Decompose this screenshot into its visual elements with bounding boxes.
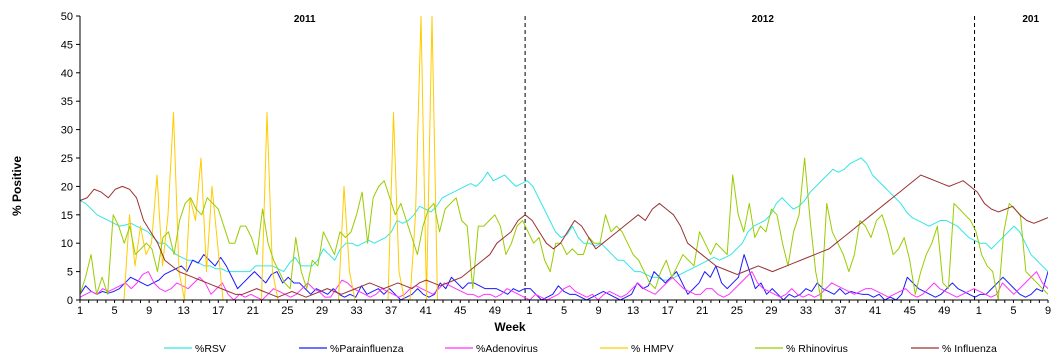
legend-label-0: %RSV: [195, 343, 226, 355]
year-label: 201: [1022, 14, 1039, 25]
plot-area: 2011 2012 201: [294, 14, 1039, 300]
series-line-1: [80, 254, 1048, 300]
y-tick-label: 0: [67, 295, 73, 307]
y-tick-label: 20: [61, 181, 73, 193]
x-tick-label: 9: [1045, 305, 1051, 317]
y-tick-label: 45: [61, 39, 73, 51]
x-tick-label: 41: [869, 305, 881, 317]
legend-label-1: %Parainfluenza: [330, 343, 404, 355]
x-tick-label: 13: [627, 305, 639, 317]
x-tick-label: 45: [904, 305, 916, 317]
x-tick-label: 1: [77, 305, 83, 317]
x-tick-label: 5: [561, 305, 567, 317]
x-tick-label: 37: [385, 305, 397, 317]
x-tick-label: 13: [178, 305, 190, 317]
x-tick-label: 17: [212, 305, 224, 317]
year-label: 2012: [752, 14, 775, 25]
legend-label-3: % HMPV: [631, 343, 674, 355]
y-axis-title: % Positive: [10, 156, 24, 216]
y-tick-label: 30: [61, 125, 73, 137]
x-tick-label: 49: [489, 305, 501, 317]
legend-label-4: % Rhinovirus: [786, 343, 848, 355]
y-tick-label: 10: [61, 238, 73, 250]
x-axis-title: Week: [494, 320, 525, 334]
x-tick-label: 1: [526, 305, 532, 317]
y-tick-label: 35: [61, 96, 73, 108]
y-tick-label: 15: [61, 210, 73, 222]
x-tick-label: 37: [834, 305, 846, 317]
x-tick-label: 5: [1010, 305, 1016, 317]
series-layer: [80, 16, 1048, 300]
x-tick-label: 9: [596, 305, 602, 317]
x-tick-label: 17: [662, 305, 674, 317]
x-tick-label: 49: [938, 305, 950, 317]
x-tick-label: 25: [281, 305, 293, 317]
x-tick-label: 9: [146, 305, 152, 317]
y-tick-label: 5: [67, 267, 73, 279]
series-line-3: [80, 16, 1048, 300]
legend: %RSV %Parainfluenza %Adenovirus % HMPV % Rhi…: [164, 343, 997, 355]
series-line-2: [80, 271, 1048, 300]
y-tick-label: 40: [61, 68, 73, 80]
x-tick-label: 29: [765, 305, 777, 317]
y-tick-label: 50: [61, 11, 73, 23]
x-tick-label: 5: [112, 305, 118, 317]
legend-label-5: % Influenza: [942, 343, 997, 355]
x-tick-label: 33: [800, 305, 812, 317]
series-line-0: [80, 157, 1048, 281]
x-tick-label: 29: [316, 305, 328, 317]
x-tick-label: 1: [976, 305, 982, 317]
x-tick-label: 45: [454, 305, 466, 317]
x-tick-label: 33: [350, 305, 362, 317]
x-tick-label: 21: [696, 305, 708, 317]
x-tick-label: 21: [247, 305, 259, 317]
x-tick-label: 25: [731, 305, 743, 317]
series-line-5: [80, 174, 1048, 298]
year-label: 2011: [294, 14, 316, 25]
y-tick-label: 25: [61, 153, 73, 165]
x-tick-label: 41: [420, 305, 432, 317]
legend-label-2: %Adenovirus: [476, 343, 538, 355]
series-line-4: [80, 157, 1048, 300]
